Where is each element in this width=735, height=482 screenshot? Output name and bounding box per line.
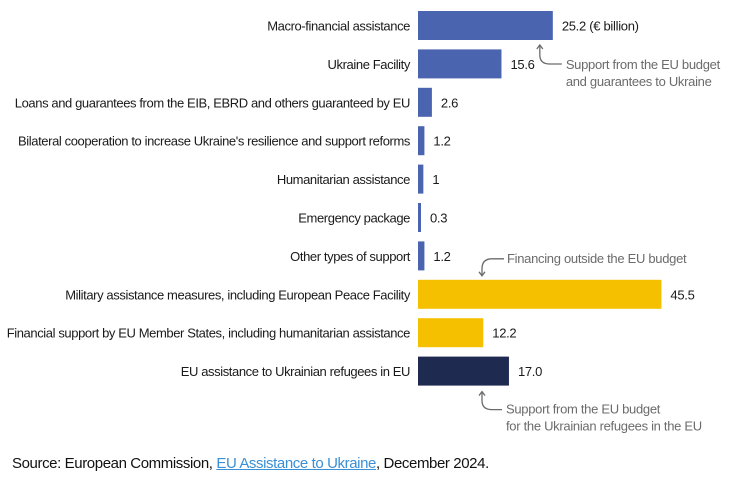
bar-3 [418,126,425,156]
value-label: 2.6 [441,95,458,110]
category-label: Other types of support [290,249,411,264]
category-label: Loans and guarantees from the EIB, EBRD … [15,95,410,110]
category-label: Bilateral cooperation to increase Ukrain… [18,134,411,149]
bar-9 [418,356,509,386]
bar-5 [418,203,421,232]
annotation-outside-line: Financing outside the EU budget [507,251,687,266]
source-suffix: , December 2024. [376,455,489,472]
source-link[interactable]: EU Assistance to Ukraine [216,455,376,472]
value-label: 17.0 [518,364,542,379]
value-label: 1 [432,172,439,187]
annotation-eu-budget-line: and guarantees to Ukraine [566,74,712,89]
bar-8 [418,318,484,348]
value-label: 15.6 [510,57,534,72]
value-label: 0.3 [430,211,447,226]
value-label: 1.2 [433,249,450,264]
bar-1 [418,49,502,79]
value-label: 45.5 [670,287,694,302]
annotation-refugees-line: Support from the EU budget [506,402,661,417]
bar-4 [418,164,424,194]
bar-7 [418,279,662,309]
annotation-eu-budget-line: Support from the EU budget [566,57,721,72]
source-prefix: Source: European Commission, [12,455,217,472]
category-label: Macro-financial assistance [267,19,410,34]
annotation-arrow-outside [481,258,504,276]
arrowhead-icon [478,271,486,277]
value-label: 25.2 (€ billion) [562,19,639,34]
bar-chart: Macro-financial assistance 25.2 (€ billio… [7,11,721,434]
annotation-arrow-refugees [481,391,502,411]
category-label: Military assistance measures, including … [65,287,411,302]
source-note: Source: European Commission, EU Assistan… [12,455,489,472]
category-label: Financial support by EU Member States, i… [7,326,410,341]
arrowhead-icon [478,390,486,396]
category-label: EU assistance to Ukrainian refugees in E… [181,364,410,379]
value-label: 12.2 [492,326,516,341]
arrowhead-icon [536,43,544,50]
bar-0 [418,11,553,40]
bar-6 [418,241,425,271]
category-label: Ukraine Facility [328,57,411,72]
value-label: 1.2 [433,134,450,149]
annotation-arrow-eu-budget [539,45,562,65]
category-label: Humanitarian assistance [277,172,410,187]
annotation-refugees-line: for the Ukrainian refugees in the EU [506,419,702,434]
bar-2 [418,87,432,117]
category-label: Emergency package [298,211,410,226]
